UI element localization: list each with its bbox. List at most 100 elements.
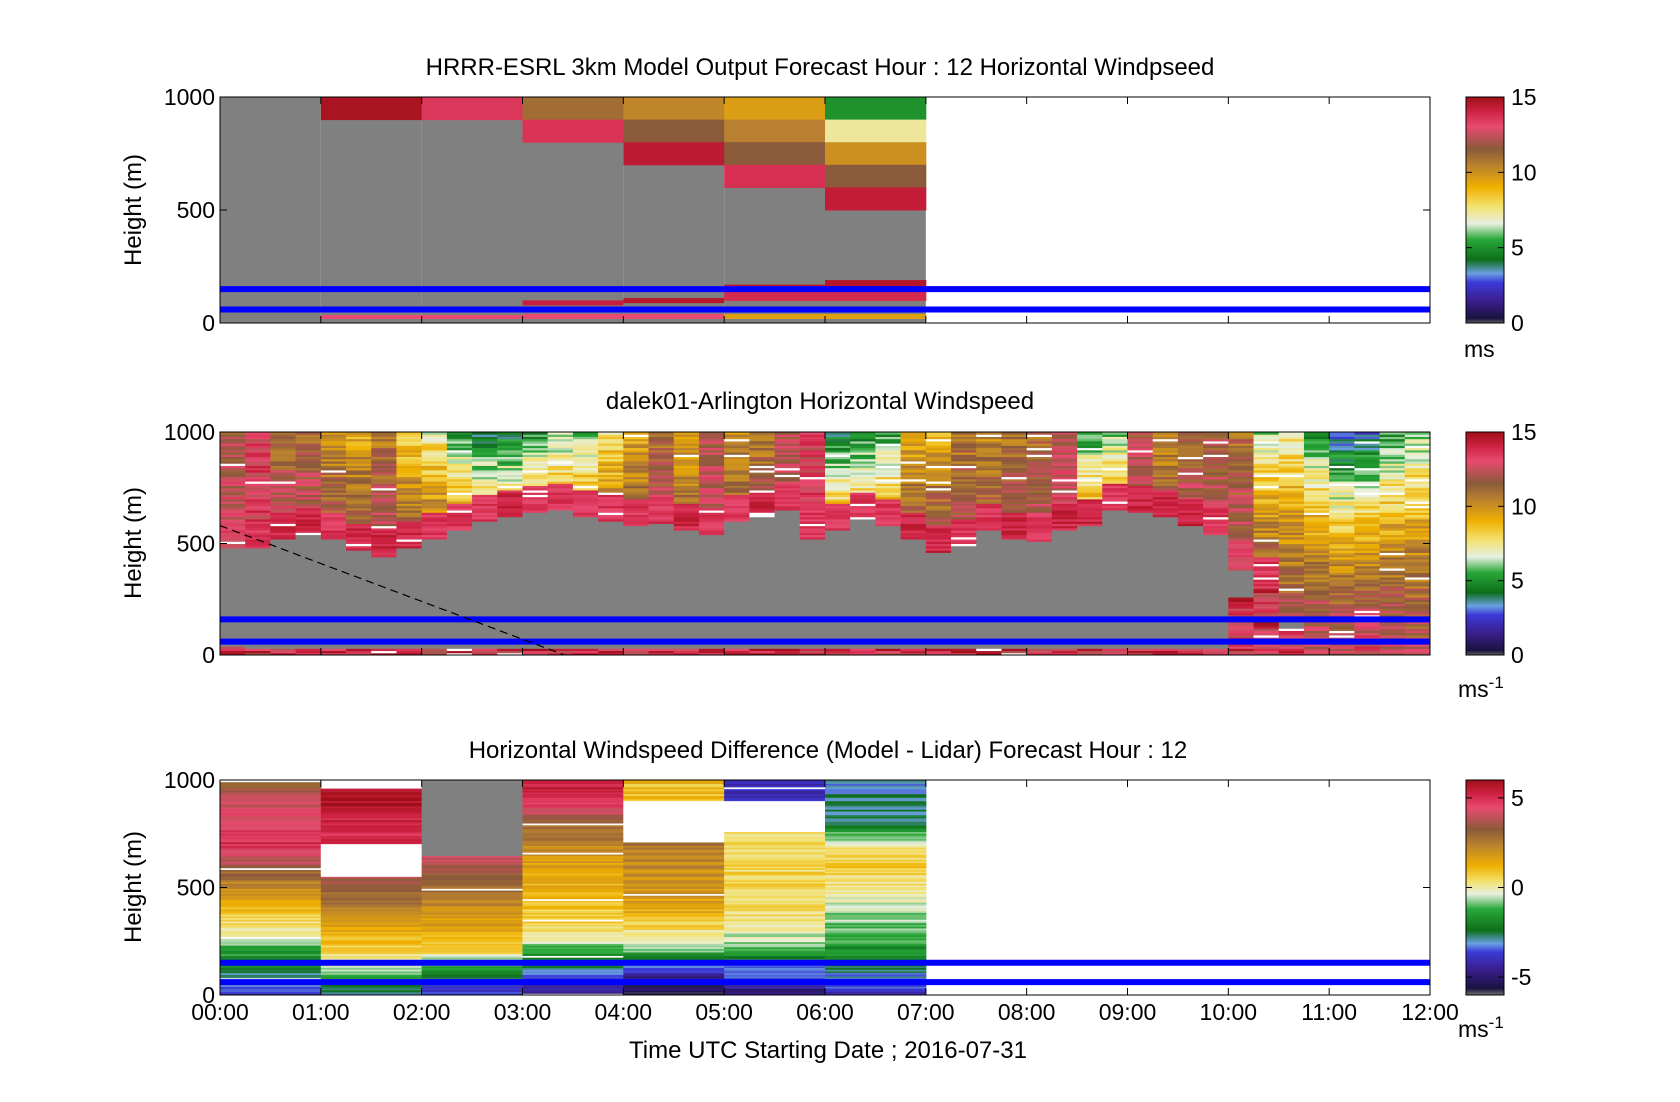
heatmap-cell xyxy=(371,507,397,511)
heatmap-cell xyxy=(1001,552,1028,556)
heatmap-cell xyxy=(825,489,851,493)
heatmap-cell xyxy=(1278,434,1305,437)
heatmap-cell xyxy=(270,478,297,482)
heatmap-cell xyxy=(774,438,801,442)
heatmap-cell xyxy=(572,507,599,511)
heatmap-cell xyxy=(1077,545,1103,549)
heatmap-cell xyxy=(220,592,246,596)
heatmap-cell xyxy=(1379,599,1406,602)
heatmap-cell xyxy=(1026,608,1053,611)
heatmap-cell xyxy=(673,556,700,560)
heatmap-cell xyxy=(698,483,725,487)
heatmap-cell xyxy=(1152,516,1179,520)
heatmap-cell xyxy=(825,449,851,453)
heatmap-cell xyxy=(1127,541,1154,544)
heatmap-cell xyxy=(1404,454,1431,458)
heatmap-cell xyxy=(522,530,549,533)
heatmap-cell xyxy=(1329,621,1355,625)
heatmap-cell xyxy=(371,612,397,616)
heatmap-cell xyxy=(320,456,347,460)
heatmap-cell xyxy=(1203,518,1229,522)
heatmap-cell xyxy=(1228,626,1255,629)
heatmap-cell xyxy=(295,460,322,464)
heatmap-cell xyxy=(1077,634,1103,638)
heatmap-cell xyxy=(648,438,675,442)
heatmap-cell xyxy=(346,436,372,440)
heatmap-cell xyxy=(220,550,246,553)
heatmap-cell xyxy=(1228,556,1255,560)
heatmap-cell xyxy=(1051,463,1078,466)
heatmap-cell xyxy=(295,626,322,629)
heatmap-cell xyxy=(1001,476,1028,480)
heatmap-cell xyxy=(1228,601,1255,605)
heatmap-cell xyxy=(421,523,448,527)
heatmap-cell xyxy=(1001,532,1028,536)
heatmap-cell xyxy=(295,563,322,567)
heatmap-cell xyxy=(925,487,952,491)
heatmap-cell xyxy=(295,465,322,469)
heatmap-cell xyxy=(1228,492,1255,495)
heatmap-cell xyxy=(648,485,675,489)
heatmap-cell xyxy=(1203,554,1229,558)
heatmap-cell xyxy=(598,594,624,598)
heatmap-cell xyxy=(547,458,574,462)
heatmap-cell xyxy=(900,554,927,558)
heatmap-cell xyxy=(472,588,498,591)
heatmap-cell xyxy=(724,492,750,495)
heatmap-cell xyxy=(1001,581,1028,585)
heatmap-cell xyxy=(976,460,1002,464)
heatmap-cell xyxy=(1152,465,1179,469)
heatmap-cell xyxy=(1026,523,1053,527)
heatmap-cell xyxy=(371,532,397,536)
heatmap-cell xyxy=(825,579,851,582)
heatmap-cell xyxy=(547,440,574,444)
heatmap-cell xyxy=(346,483,372,487)
heatmap-cell xyxy=(371,568,397,571)
heatmap-cell xyxy=(497,530,523,533)
heatmap-cell xyxy=(245,476,271,480)
heatmap-cell xyxy=(245,630,271,634)
heatmap-cell xyxy=(371,472,397,475)
heatmap-cell xyxy=(1127,530,1154,533)
heatmap-cell xyxy=(749,481,776,484)
heatmap-cell xyxy=(1102,547,1128,551)
heatmap-cell xyxy=(346,590,372,594)
heatmap-cell xyxy=(1177,646,1204,649)
heatmap-cell xyxy=(799,612,826,616)
heatmap-cell xyxy=(623,298,725,304)
heatmap-cell xyxy=(522,563,549,567)
heatmap-cell xyxy=(749,637,776,640)
heatmap-cell xyxy=(1051,521,1078,524)
heatmap-cell xyxy=(1354,630,1381,634)
heatmap-cell xyxy=(900,525,927,529)
heatmap-cell xyxy=(673,489,700,493)
heatmap-cell xyxy=(1051,634,1078,638)
heatmap-cell xyxy=(1228,483,1255,487)
heatmap-cell xyxy=(875,623,902,627)
heatmap-cell xyxy=(1379,628,1406,631)
heatmap-cell xyxy=(295,581,322,585)
heatmap-cell xyxy=(220,574,246,578)
heatmap-cell xyxy=(749,590,776,594)
heatmap-cell xyxy=(522,512,549,516)
heatmap-cell xyxy=(1001,585,1028,589)
heatmap-cell xyxy=(371,514,397,518)
heatmap-cell xyxy=(1177,603,1204,607)
heatmap-cell xyxy=(698,597,725,600)
heatmap-cell xyxy=(220,933,322,936)
heatmap-cell xyxy=(1379,579,1406,582)
heatmap-cell xyxy=(724,463,750,466)
heatmap-cell xyxy=(976,626,1002,629)
heatmap-cell xyxy=(547,521,574,524)
heatmap-cell xyxy=(346,525,372,529)
heatmap-cell xyxy=(1329,608,1355,611)
heatmap-cell xyxy=(1228,505,1255,509)
heatmap-cell xyxy=(1278,530,1305,533)
heatmap-cell xyxy=(522,438,549,442)
heatmap-cell xyxy=(1077,536,1103,540)
heatmap-cell xyxy=(572,565,599,569)
heatmap-cell xyxy=(875,518,902,522)
heatmap-cell xyxy=(245,492,271,495)
heatmap-cell xyxy=(925,436,952,440)
heatmap-cell xyxy=(673,608,700,611)
